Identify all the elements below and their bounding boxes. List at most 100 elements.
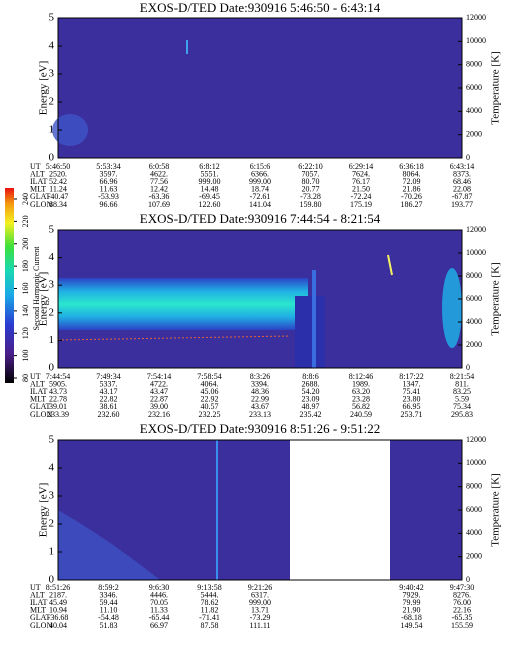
table-cell: 9:13:58 [197,583,221,592]
table-cell: -70.26 [401,192,422,201]
table-cell: 7624. [352,169,370,178]
table-row-label: ALT [30,379,45,388]
spectrogram-feature [52,114,88,146]
y-tick-label: 3 [49,490,55,502]
table-cell: 88.34 [49,200,67,209]
table-cell: -63.36 [149,192,170,201]
y-axis-label: Energy [eV] [38,61,50,115]
table-cell: 40.04 [49,621,67,630]
table-cell: 21.90 [403,606,421,615]
table-cell: 811. [455,379,469,388]
y2-tick-label: 10000 [466,248,486,257]
table-cell: 232.16 [148,410,170,419]
table-cell: -68.18 [401,613,422,622]
table-cell: 7:58:54 [197,372,221,381]
panel-title: EXOS-D/TED Date:930916 8:51:26 - 9:51:22 [140,421,380,436]
table-cell: 5337. [100,379,118,388]
table-cell: 76.17 [352,177,370,186]
table-cell: 999.00 [249,598,271,607]
table-row-label: ALT [30,169,45,178]
table-cell: 43.73 [49,387,67,396]
table-cell: 235.42 [300,410,322,419]
table-cell: 11.63 [100,185,118,194]
y2-tick-label: 0 [466,575,470,584]
table-row-label: ALT [30,590,45,599]
table-cell: 2520. [49,169,67,178]
colorbar-tick-label: 160 [21,283,30,295]
table-cell: 5:46:50 [46,162,70,171]
table-cell: 40.57 [201,402,219,411]
table-cell: 6366. [251,169,269,178]
y-tick-label: 0 [49,362,55,374]
table-cell: 149.54 [401,621,423,630]
colorbar-tick-label: 80 [21,374,30,382]
table-cell: 87.58 [201,621,219,630]
table-cell: 4446. [150,590,168,599]
colorbar-tick-label: 100 [21,350,30,362]
table-row-label: ILAT [30,387,47,396]
spectrogram-feature [58,278,308,330]
y2-tick-label: 8000 [466,271,482,280]
y-tick-label: 3 [49,68,55,80]
table-cell: 51.83 [100,621,118,630]
table-cell: 253.71 [401,410,423,419]
table-cell: 48.97 [302,402,320,411]
table-cell: 83.25 [453,387,471,396]
colorbar-tick-label: 120 [21,327,30,339]
y2-tick-label: 6000 [466,294,482,303]
table-row-label: UT [30,372,41,381]
table-cell: 233.39 [47,410,69,419]
table-cell: 22.82 [100,395,118,404]
y2-tick-label: 2000 [466,129,482,138]
table-cell: 6:22:10 [298,162,322,171]
y-tick-label: 2 [49,306,55,318]
y-axis-label: Energy [eV] [38,272,50,326]
table-cell: 141.04 [249,200,271,209]
table-cell: 77.56 [150,177,168,186]
table-cell: 63.20 [352,387,370,396]
table-row-label: UT [30,583,41,592]
table-cell: 999.00 [249,177,271,186]
table-cell: -36.68 [48,613,69,622]
table-cell: 233.13 [249,410,271,419]
table-row-label: ILAT [30,177,47,186]
table-cell: 56.82 [352,402,370,411]
table-cell: 3346. [100,590,118,599]
table-cell: 159.80 [300,200,322,209]
table-cell: 7:44:54 [46,372,70,381]
table-cell: 79.99 [403,598,421,607]
table-cell: 5551. [201,169,219,178]
table-cell: 6317. [251,590,269,599]
y2-axis-label: Temperature [K] [490,51,502,124]
table-cell: 107.69 [148,200,170,209]
table-cell: 66.96 [100,177,118,186]
table-cell: 2688. [302,379,320,388]
table-cell: -40.47 [48,192,69,201]
table-cell: 232.25 [199,410,221,419]
y-tick-label: 0 [49,574,55,586]
data-gap [290,440,390,580]
table-cell: 186.27 [401,200,423,209]
y2-tick-label: 2000 [466,340,482,349]
table-cell: 6:29:14 [349,162,373,171]
table-cell: 999.00 [199,177,221,186]
spectrogram-feature [186,40,188,54]
table-cell: 295.83 [451,410,473,419]
table-cell: 22.99 [251,395,269,404]
table-cell: 22.92 [201,395,219,404]
table-cell: -72.61 [250,192,271,201]
y-tick-label: 2 [49,518,55,530]
colorbar-label: Second Harmonic Current [32,246,41,331]
table-cell: 11.24 [49,185,67,194]
table-cell: -69.45 [199,192,220,201]
table-row-label: ILAT [30,598,47,607]
table-cell: -73.29 [250,613,271,622]
spectrogram [58,18,462,158]
spectrogram-feature [295,296,325,368]
table-cell: 1989. [352,379,370,388]
table-cell: 23.09 [302,395,320,404]
table-cell: 48.36 [251,387,269,396]
table-cell: 7:49:34 [96,372,120,381]
table-cell: 20.77 [302,185,320,194]
table-cell: 8:3:26 [250,372,270,381]
